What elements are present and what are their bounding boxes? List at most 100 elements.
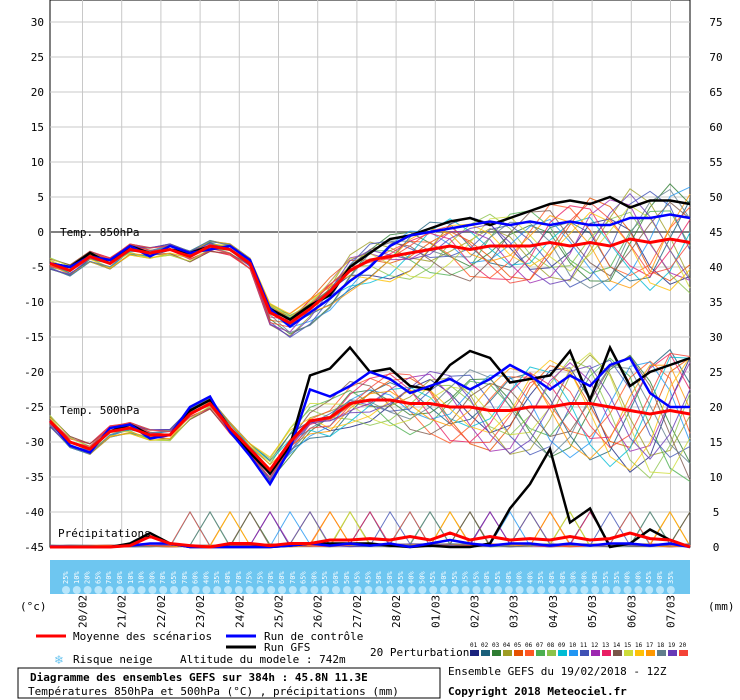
snow-risk-value: 35% (213, 571, 221, 584)
snow-risk-flake (126, 586, 135, 594)
right-tick-label: 60 (709, 121, 722, 134)
snow-risk-value: 40% (656, 571, 664, 584)
date-tick-label: 26/02 (312, 595, 325, 628)
perturbation-key-swatch (580, 650, 589, 656)
snow-risk-value: 65% (300, 571, 308, 584)
left-tick-label: -25 (24, 401, 44, 414)
date-tick-label: 22/02 (155, 595, 168, 628)
snow-risk-value: 70% (159, 571, 167, 584)
snow-risk-flake (569, 586, 578, 594)
perturbation-key-number: 17 (646, 642, 654, 649)
snow-risk-flake (494, 586, 502, 594)
run-info: Ensemble GEFS du 19/02/2018 - 12Z (448, 665, 667, 678)
snow-risk-value: 50% (310, 571, 318, 584)
copyright: Copyright 2018 Meteociel.fr (448, 685, 627, 698)
right-tick-label: 0 (713, 541, 720, 554)
perturbation-key-number: 06 (525, 642, 533, 649)
legend-snow-label: Risque neige (73, 653, 152, 666)
snow-risk-value: 40% (559, 571, 567, 584)
snow-risk-value: 70% (105, 571, 113, 584)
perturbation-16-t850 (49, 211, 691, 315)
perturbation-key-swatch (657, 650, 666, 656)
legend-perturbations-label: 20 Perturbations (370, 646, 476, 659)
perturbation-key-number: 18 (657, 642, 665, 649)
snow-risk-flake (375, 586, 384, 594)
left-tick-label: -10 (24, 296, 44, 309)
date-tick-label: 24/02 (233, 595, 246, 628)
date-tick-label: 02/03 (469, 595, 482, 628)
snow-risk-flake (62, 586, 70, 594)
perturbation-key-swatch (525, 650, 534, 656)
left-axis-ticks: 30 25 20 15 10 5 0 -5 -10 -15 -20 -25 -30 -35 -40 -45 (24, 16, 44, 554)
right-tick-label: 20 (709, 401, 722, 414)
date-tick-label: 04/03 (547, 595, 560, 628)
left-tick-label: 20 (31, 86, 44, 99)
left-tick-label: 0 (37, 226, 44, 239)
snow-risk-value: 40% (624, 571, 632, 584)
snow-risk-flake (526, 586, 535, 594)
perturbation-19-t850 (49, 192, 691, 338)
right-tick-label: 25 (709, 366, 722, 379)
snow-risk-flake (515, 586, 524, 594)
snow-risk-value: 10% (127, 571, 135, 584)
snow-risk-flake (623, 586, 632, 594)
t500-label: Temp. 500hPa (60, 404, 139, 417)
perturbation-key-number: 19 (668, 642, 676, 649)
snow-risk-value: 35% (537, 571, 545, 584)
snow-risk-value: 40% (516, 571, 524, 584)
right-tick-label: 45 (709, 226, 722, 239)
snow-risk-flake (72, 586, 81, 594)
snow-risk-flake (353, 586, 362, 594)
snow-risk-flake (440, 586, 448, 594)
snow-risk-value: 65% (170, 571, 178, 584)
altitude-label: Altitude du modele : 742m (180, 653, 346, 666)
perturbation-key-number: 16 (635, 642, 643, 649)
left-tick-label: -45 (24, 541, 44, 554)
snow-risk-value: 40% (408, 571, 416, 584)
perturbation-key-swatch (514, 650, 523, 656)
perturbation-key-number: 13 (602, 642, 610, 649)
snow-risk-value: 40% (224, 571, 232, 584)
snow-risk-value: 75% (246, 571, 254, 584)
snow-risk-flake (429, 586, 438, 594)
left-tick-label: 25 (31, 51, 44, 64)
snow-risk-row: 25% 10% 20% 65% 70% 60% 10% 10% 30% 70% 65% 70% 60% 4… (50, 560, 690, 594)
snow-risk-flake (170, 586, 178, 594)
precip-label: Précipitations (58, 527, 151, 540)
perturbation-lines (49, 183, 691, 548)
perturbation-key-number: 02 (481, 642, 489, 649)
run-de-contrôle-t500 (49, 356, 690, 487)
right-tick-label: 70 (709, 51, 722, 64)
date-tick-label: 21/02 (116, 595, 129, 628)
snow-risk-flake (342, 586, 351, 594)
snow-risk-flake (461, 586, 470, 594)
snow-risk-value: 55% (321, 571, 329, 584)
perturbation-10-t500 (49, 361, 691, 475)
left-tick-label: 15 (31, 121, 44, 134)
snow-risk-value: 45% (364, 571, 372, 584)
snow-risk-flake (148, 586, 157, 594)
perturbation-key-swatch (569, 650, 578, 656)
perturbation-key-number: 03 (492, 642, 500, 649)
perturbation-20-t850 (49, 201, 691, 328)
run-de-contrôle-precip (50, 538, 691, 549)
perturbation-key-swatch (602, 650, 611, 656)
snow-risk-value: 60% (192, 571, 200, 584)
run-gfs-precip (50, 445, 691, 549)
perturbation-7-t850 (49, 210, 691, 316)
perturbation-16-t500 (49, 356, 691, 471)
snow-risk-flake (137, 586, 146, 594)
snow-risk-value: 60% (332, 571, 340, 584)
perturbation-key-number: 12 (591, 642, 599, 649)
right-tick-label: 75 (709, 16, 722, 29)
perturbation-19-t500 (49, 365, 691, 480)
snow-risk-flake (483, 586, 492, 594)
perturbation-key-number: 15 (624, 642, 632, 649)
snow-risk-flake (105, 586, 114, 594)
snow-risk-value: 70% (289, 571, 297, 584)
snow-risk-flake (645, 586, 654, 594)
perturbation-key-swatch (547, 650, 556, 656)
snowflake-icon: ❄ (54, 653, 64, 667)
snow-risk-flake (288, 586, 297, 594)
legend: Moyenne des scénarios Run de contrôle Ru… (36, 630, 688, 667)
